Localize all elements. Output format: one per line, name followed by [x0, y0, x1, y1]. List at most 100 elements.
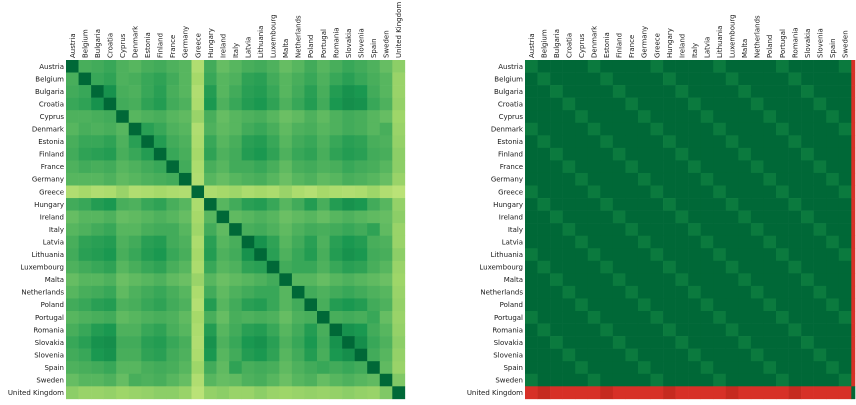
heatmap-cell [637, 122, 651, 136]
heatmap-cell [776, 160, 789, 174]
heatmap-cell [304, 60, 318, 73]
heatmap-cell [600, 361, 614, 375]
heatmap-cell [801, 172, 814, 186]
col-label-0-3: Croatia [106, 33, 114, 58]
heatmap-cell [166, 298, 180, 312]
heatmap-cell [763, 235, 777, 249]
heatmap-cell [367, 198, 381, 211]
heatmap-cell [266, 172, 280, 186]
heatmap-cell [141, 198, 155, 211]
heatmap-cell [66, 361, 79, 375]
heatmap-cell [575, 198, 589, 211]
heatmap-cell [392, 348, 406, 362]
heatmap-cell [178, 147, 192, 161]
heatmap-cell [688, 72, 701, 86]
heatmap-cell [675, 72, 689, 86]
row-label-0-23: Slovenia [34, 351, 64, 359]
heatmap-cell [826, 60, 840, 73]
heatmap-cell [304, 72, 318, 86]
heatmap-cell [229, 336, 242, 349]
heatmap-cell [367, 336, 381, 349]
heatmap-cell [229, 172, 242, 186]
heatmap-cell [116, 348, 130, 362]
heatmap-cell [525, 386, 538, 400]
heatmap-cell [91, 223, 104, 236]
row-label-0-26: United Kingdom [8, 389, 64, 397]
heatmap-cell [637, 198, 651, 211]
heatmap-cell [637, 248, 651, 262]
heatmap-cell [801, 248, 814, 262]
heatmap-cell [191, 198, 205, 211]
heatmap-cell [600, 172, 614, 186]
heatmap-cell [550, 85, 563, 98]
heatmap-cell [625, 110, 639, 124]
heatmap-cell [587, 248, 601, 262]
heatmap-cell [750, 223, 764, 236]
heatmap-cell [713, 298, 727, 312]
heatmap-cell [178, 386, 192, 400]
heatmap-cell [166, 311, 180, 324]
heatmap-cell [637, 60, 651, 73]
heatmap-cell [91, 97, 104, 111]
heatmap-cell [675, 386, 689, 400]
heatmap-cell [587, 110, 601, 124]
heatmap-cell [78, 235, 92, 249]
heatmap-cell [379, 160, 393, 174]
heatmap-cell [254, 323, 268, 337]
heatmap-cell [813, 348, 827, 362]
heatmap-cell [367, 361, 381, 375]
heatmap-cell [713, 348, 727, 362]
heatmap-cell [153, 323, 167, 337]
heatmap-cell [813, 160, 827, 174]
row-label-0-12: Ireland [40, 213, 64, 221]
heatmap-cell [153, 298, 167, 312]
heatmap-cell [675, 160, 689, 174]
heatmap-cell [279, 298, 293, 312]
heatmap-cell [342, 361, 355, 375]
heatmap-cell [329, 223, 343, 236]
heatmap-cell [103, 273, 117, 287]
heatmap-cell [78, 386, 92, 400]
heatmap-cell [838, 210, 852, 224]
heatmap-cell [525, 323, 538, 337]
heatmap-cell [575, 122, 589, 136]
heatmap-cell [128, 373, 142, 387]
heatmap-cell [367, 348, 381, 362]
heatmap-cell [738, 260, 752, 274]
col-label-1-24: Spain [829, 38, 837, 58]
heatmap-cell [91, 198, 104, 211]
heatmap-cell [279, 373, 293, 387]
heatmap-cell [166, 260, 180, 274]
heatmap-cell [229, 235, 242, 249]
heatmap-cell [600, 373, 614, 387]
heatmap-cell [266, 373, 280, 387]
heatmap-cell [851, 85, 856, 98]
heatmap-cell [851, 285, 856, 299]
col-label-0-18: Netherlands [295, 15, 303, 58]
heatmap-cell [675, 336, 689, 349]
heatmap-cell [216, 361, 230, 375]
heatmap-cell [254, 185, 268, 199]
heatmap-cell [166, 210, 180, 224]
heatmap-cell [612, 285, 626, 299]
heatmap-cell [78, 311, 92, 324]
heatmap-cell [562, 72, 576, 86]
heatmap-cell [750, 298, 764, 312]
heatmap-cell [675, 97, 689, 111]
heatmap-cell [838, 223, 852, 236]
heatmap-cell [304, 147, 318, 161]
heatmap-cell [279, 336, 293, 349]
heatmap-cell [788, 361, 802, 375]
heatmap-cell [392, 386, 406, 400]
heatmap-cell [813, 298, 827, 312]
heatmap-cell [750, 60, 764, 73]
heatmap-cell [204, 298, 217, 312]
heatmap-cell [562, 198, 576, 211]
heatmap-cell [851, 110, 856, 124]
heatmap-cell [153, 373, 167, 387]
heatmap-cell [650, 298, 664, 312]
heatmap-cell [304, 373, 318, 387]
row-label-0-3: Croatia [39, 100, 64, 108]
heatmap-cell [191, 160, 205, 174]
heatmap-cell [562, 210, 576, 224]
